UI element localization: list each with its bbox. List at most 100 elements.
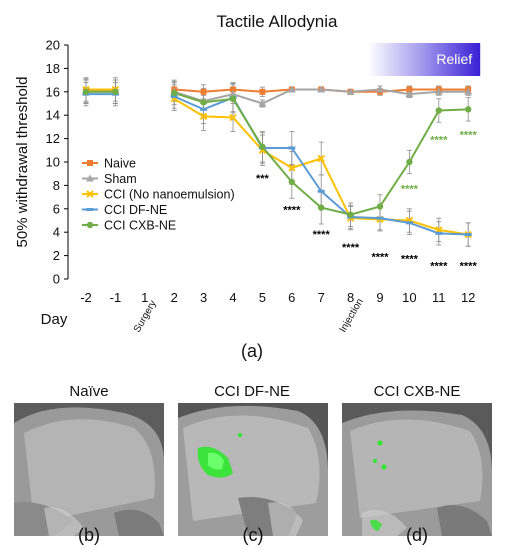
x-tick-label: 2 xyxy=(171,290,178,305)
significance-marker: **** xyxy=(401,183,419,195)
significance-marker: **** xyxy=(313,229,331,241)
caption-d: (d) xyxy=(406,525,428,545)
x-tick-label: 3 xyxy=(200,290,207,305)
relief-label: Relief xyxy=(436,51,472,67)
y-tick-label: 18 xyxy=(46,61,60,76)
data-point xyxy=(229,90,237,98)
x-tick-label: 1 xyxy=(141,290,148,305)
data-point xyxy=(287,85,296,93)
legend-swatch-marker xyxy=(86,190,94,198)
y-tick-label: 0 xyxy=(53,272,60,287)
data-point xyxy=(435,231,443,235)
data-point xyxy=(230,86,236,93)
panel-title-naive: Naïve xyxy=(69,383,109,400)
data-point xyxy=(170,94,178,98)
significance-marker: **** xyxy=(460,261,478,273)
legend-swatch-marker xyxy=(86,208,94,211)
data-point xyxy=(200,88,207,95)
data-point xyxy=(317,154,325,163)
data-point xyxy=(405,90,414,98)
data-point xyxy=(376,85,384,93)
data-point xyxy=(258,99,267,107)
data-point xyxy=(405,221,413,225)
y-tick-label: 10 xyxy=(46,155,60,170)
data-point xyxy=(347,211,354,218)
data-point xyxy=(376,203,384,210)
data-point xyxy=(317,189,325,193)
significance-marker: **** xyxy=(460,130,478,142)
y-tick-label: 16 xyxy=(46,84,60,99)
x-tick-label: 8 xyxy=(347,290,354,305)
x-tick-label: 6 xyxy=(288,290,295,305)
data-point xyxy=(200,107,208,111)
x-tick-label: -2 xyxy=(80,290,92,305)
significance-marker: **** xyxy=(342,242,360,254)
y-tick-label: 20 xyxy=(46,38,60,53)
data-point xyxy=(199,112,208,121)
data-point xyxy=(259,88,266,95)
y-tick-label: 4 xyxy=(53,225,60,240)
data-point xyxy=(317,85,326,93)
data-point xyxy=(112,88,119,96)
chart-title: Tactile Allodynia xyxy=(217,12,339,31)
photo-naive xyxy=(14,403,164,536)
x-tick-label: 12 xyxy=(461,290,475,305)
data-point xyxy=(376,216,384,220)
data-point xyxy=(346,87,355,95)
x-tick-label: 5 xyxy=(259,290,266,305)
legend-label: Sham xyxy=(104,172,137,186)
legend-label: CCI DF-NE xyxy=(104,203,167,217)
photo-cci-df-ne xyxy=(178,403,328,536)
legend-label: Naive xyxy=(104,157,136,171)
x-tick-label: 9 xyxy=(376,290,383,305)
significance-marker: **** xyxy=(371,251,389,263)
data-point xyxy=(288,164,296,172)
x-tick-label: 4 xyxy=(229,290,236,305)
y-tick-label: 2 xyxy=(53,248,60,263)
data-point xyxy=(435,107,442,114)
data-point xyxy=(229,113,237,122)
x-tick-label: 10 xyxy=(402,290,416,305)
legend-swatch-marker xyxy=(86,221,94,229)
data-point xyxy=(464,233,472,237)
y-tick-label: 12 xyxy=(46,131,60,146)
caption-c: (c) xyxy=(242,525,264,545)
significance-marker: **** xyxy=(430,134,448,146)
y-axis-label: 50% withdrawal threshold xyxy=(14,77,31,248)
y-tick-label: 14 xyxy=(46,108,60,123)
data-point xyxy=(406,158,413,166)
data-point xyxy=(171,89,178,97)
data-point xyxy=(288,146,296,150)
data-point xyxy=(435,226,443,234)
photo-cci-cxb-ne xyxy=(342,403,492,536)
event-label: Surgery xyxy=(132,299,159,335)
data-point xyxy=(465,106,472,113)
significance-marker: *** xyxy=(256,173,270,185)
legend-swatch-marker xyxy=(86,174,94,182)
significance-marker: **** xyxy=(401,254,419,266)
panel-title-cci-df-ne: CCI DF-NE xyxy=(214,383,290,400)
x-tick-label: 11 xyxy=(432,290,446,305)
data-point xyxy=(82,88,90,96)
data-point xyxy=(434,87,443,95)
data-point xyxy=(288,178,295,186)
x-tick-label: -1 xyxy=(110,290,122,305)
data-point xyxy=(318,204,325,211)
legend-swatch-marker xyxy=(87,160,93,166)
caption-b: (b) xyxy=(78,525,100,545)
data-point xyxy=(406,86,413,93)
x-axis-label: Day xyxy=(41,311,68,328)
data-point xyxy=(464,87,473,95)
tactile-allodynia-chart: Tactile AllodyniaRelief02468101214161820… xyxy=(14,12,481,335)
data-point xyxy=(229,95,237,103)
legend-label: CCI (No nanoemulsion) xyxy=(104,188,235,202)
significance-marker: **** xyxy=(430,261,448,273)
significance-marker: **** xyxy=(283,204,301,216)
data-point xyxy=(259,143,266,150)
legend-label: CCI CXB-NE xyxy=(104,219,176,233)
data-point xyxy=(200,99,207,106)
relief-band xyxy=(368,43,481,76)
panel-title-cci-cxb-ne: CCI CXB-NE xyxy=(373,383,461,400)
caption-a: (a) xyxy=(241,341,263,361)
y-tick-label: 6 xyxy=(53,201,60,216)
